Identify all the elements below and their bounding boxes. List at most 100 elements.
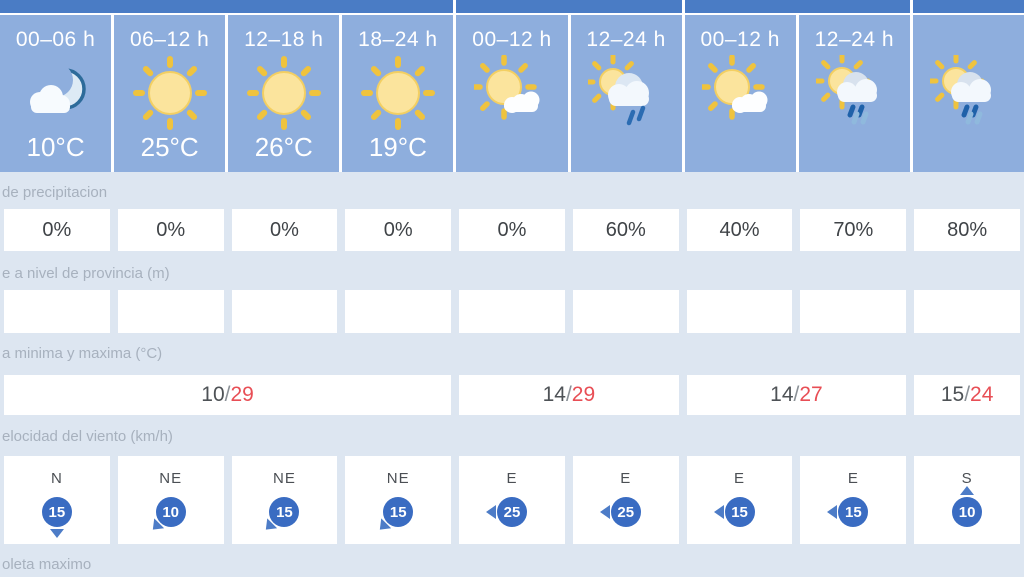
sun-icon <box>132 54 208 132</box>
snow-level-cell <box>686 290 793 333</box>
wind-arrow-icon <box>147 518 164 535</box>
precipitation-cell: 0% <box>231 209 338 251</box>
max-temp: 24 <box>970 383 994 406</box>
sun-cloud-rain-icon <box>816 54 892 132</box>
day-group-bar <box>912 0 1024 13</box>
wind-cell: E 25 <box>459 456 565 544</box>
precipitation-value: 70% <box>833 218 874 241</box>
sun-cloud-icon <box>702 54 778 132</box>
precipitation-value: 40% <box>719 218 760 241</box>
wind-cell: NE 15 <box>231 456 338 544</box>
time-range-label: 18–24 h <box>358 28 438 51</box>
time-range-label: 06–12 h <box>129 28 210 51</box>
wind-direction-label: E <box>847 470 859 487</box>
snow-level-cell <box>459 290 565 333</box>
sun-icon <box>246 54 322 132</box>
wind-cell: E 15 <box>686 456 793 544</box>
sun-cloud-rain-icon <box>930 54 1006 132</box>
precipitation-cell: 0% <box>117 209 224 251</box>
wind-direction-label: E <box>734 470 746 487</box>
wind-speed-badge: 15 <box>827 497 869 527</box>
temperature-label: 26°C <box>254 132 313 162</box>
forecast-column: 12–18 h 26°C <box>228 15 340 172</box>
wind-cell: E 15 <box>800 456 907 544</box>
wind-arrow-icon <box>960 486 975 495</box>
time-range-label: 12–24 h <box>586 28 666 51</box>
snow-level-cell <box>4 290 110 333</box>
precipitation-value: 0% <box>497 218 527 241</box>
min-temp: 14 <box>542 383 566 406</box>
wind-direction-label: S <box>961 470 973 487</box>
wind-arrow-icon <box>261 518 278 535</box>
wind-speed-badge: 15 <box>41 497 72 538</box>
forecast-column: 12–24 h <box>798 15 910 172</box>
minmax-separator: / <box>565 383 572 406</box>
precipitation-cell: 80% <box>914 209 1020 251</box>
wind-cell: E 25 <box>572 456 679 544</box>
precipitation-value: 0% <box>383 218 413 241</box>
sun-cloud-icon <box>473 54 550 132</box>
precipitation-value: 80% <box>947 218 988 241</box>
forecast-column: 00–12 h <box>456 15 568 172</box>
temperature-label: 25°C <box>140 132 199 162</box>
temperature-label: 10°C <box>26 132 85 162</box>
forecast-column <box>912 15 1024 172</box>
snow-level-cell <box>231 290 338 333</box>
uv-index-row-label: oleta maximo <box>2 556 92 573</box>
min-temp: 14 <box>770 383 794 406</box>
precipitation-cell: 0% <box>345 209 452 251</box>
wind-speed-badge: 10 <box>952 486 983 527</box>
minmax-separator: / <box>964 383 971 406</box>
min-temp: 15 <box>940 383 965 406</box>
wind-arrow-icon <box>375 518 392 535</box>
precipitation-row-label: de precipitacion <box>2 184 108 201</box>
precipitation-cell: 60% <box>572 209 679 251</box>
snow-level-row-label: e a nivel de provincia (m) <box>2 265 170 282</box>
min-temp: 10 <box>201 383 225 406</box>
forecast-column: 06–12 h 25°C <box>114 15 226 172</box>
precipitation-cell: 70% <box>800 209 907 251</box>
wind-direction-label: NE <box>386 470 410 487</box>
time-range-label: 00–12 h <box>700 28 780 51</box>
wind-direction-label: E <box>620 470 632 487</box>
forecast-column: 12–24 h <box>570 15 682 172</box>
wind-cell: S 10 <box>914 456 1020 544</box>
time-range-label: 12–18 h <box>244 28 324 51</box>
precipitation-cell: 0% <box>4 209 110 251</box>
snow-level-cell <box>117 290 224 333</box>
wind-speed-badge: 15 <box>713 497 755 527</box>
snow-level-cell <box>800 290 907 333</box>
wind-speed-badge: 10 <box>147 497 186 535</box>
minmax-cell: 10 / 29 <box>4 375 452 415</box>
wind-arrow-icon <box>713 505 724 519</box>
forecast-column: 18–24 h 19°C <box>342 15 454 172</box>
forecast-column: 00–06 h 10°C <box>0 15 112 172</box>
cloud-moon-icon <box>18 54 94 132</box>
wind-direction-label: NE <box>273 470 296 487</box>
sun-cloud-light-rain-icon <box>588 54 664 132</box>
precipitation-value: 0% <box>269 218 299 241</box>
wind-direction-label: NE <box>159 470 183 487</box>
wind-speed-badge: 25 <box>485 497 527 527</box>
minmax-cell: 14 / 27 <box>686 375 907 415</box>
time-range-label: 12–24 h <box>814 28 895 51</box>
time-range-label: 00–12 h <box>472 28 552 51</box>
minmax-temperature-row-label: a minima y maxima (°C) <box>2 345 163 362</box>
snow-level-row <box>0 290 1024 333</box>
max-temp: 29 <box>571 383 596 406</box>
wind-direction-label: E <box>506 470 518 487</box>
minmax-separator: / <box>793 383 800 406</box>
minmax-cell: 15 / 24 <box>914 375 1020 415</box>
wind-speed-badge: 15 <box>375 497 414 535</box>
minmax-cell: 14 / 29 <box>459 375 679 415</box>
wind-cell: N 15 <box>4 456 110 544</box>
wind-speed-row-label: elocidad del viento (km/h) <box>2 428 173 445</box>
precipitation-row: 0% 0% 0% 0% 0% 60% 40% 70% 80% <box>0 209 1024 251</box>
precipitation-value: 0% <box>42 218 72 241</box>
wind-speed-badge: 25 <box>599 497 641 527</box>
minmax-temperature-row: 10 / 29 14 / 29 14 / 27 15 / 24 <box>0 375 1024 415</box>
wind-arrow-icon <box>49 529 64 538</box>
wind-direction-label: N <box>50 470 63 487</box>
wind-cell: NE 15 <box>345 456 452 544</box>
day-group-bar <box>456 0 682 13</box>
